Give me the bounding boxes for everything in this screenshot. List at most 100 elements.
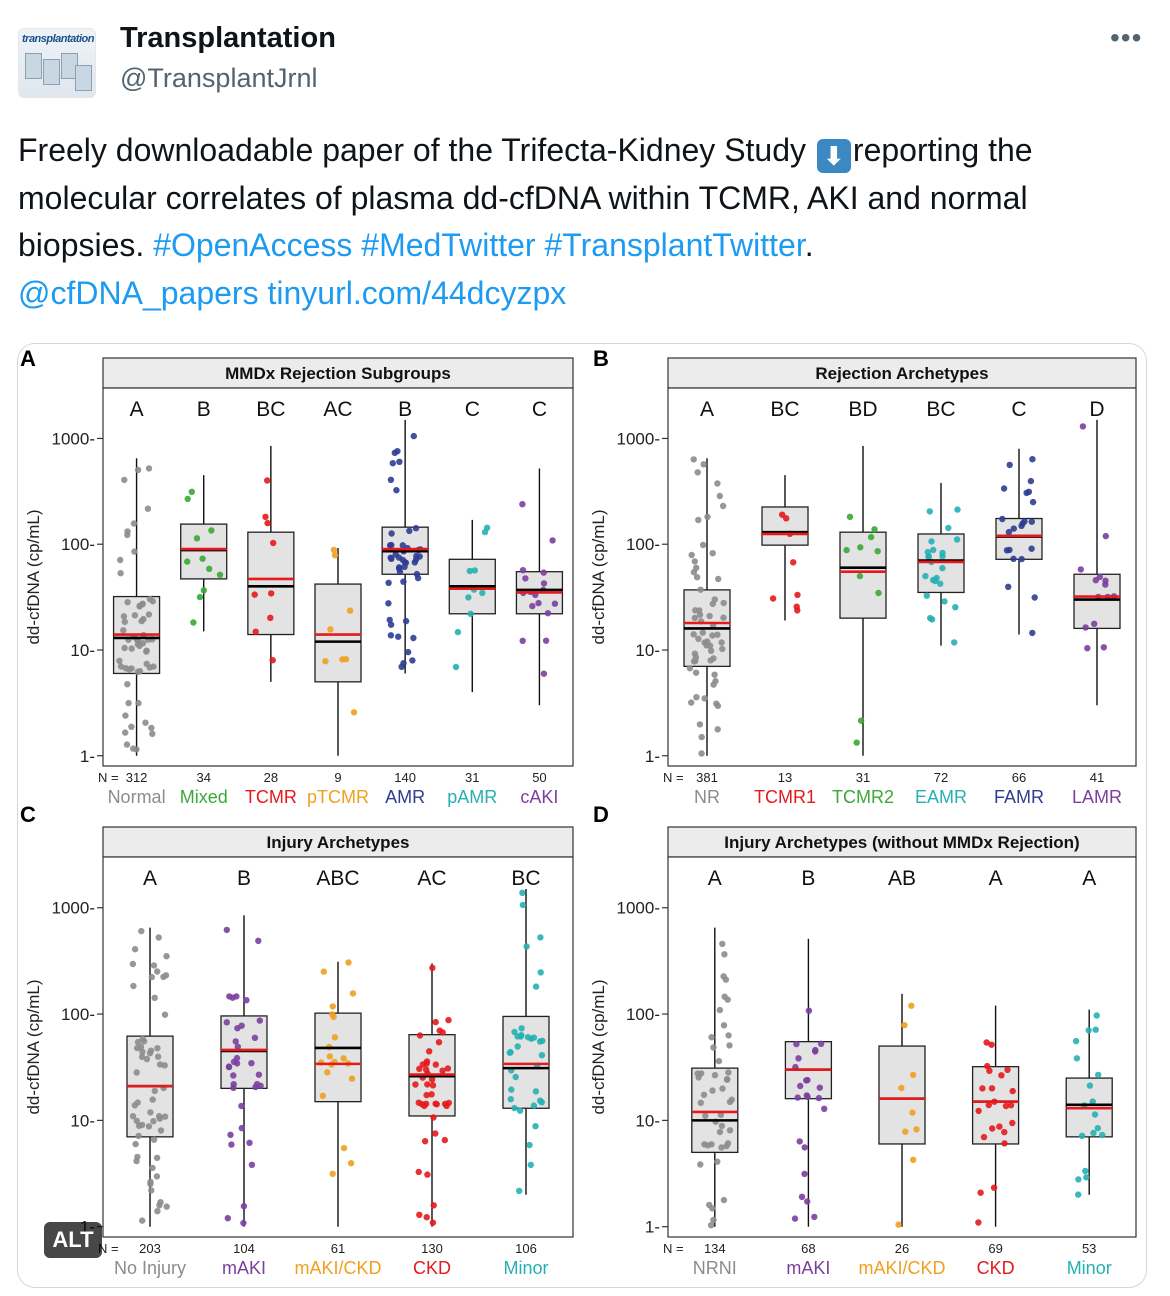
hashtag-link[interactable]: #TransplantTwitter (544, 227, 805, 263)
data-point (148, 724, 155, 732)
account-avatar[interactable]: transplantation (18, 28, 96, 98)
y-tick-label: 10- (70, 641, 95, 660)
account-handle[interactable]: @TransplantJrnl (120, 63, 318, 93)
data-point (401, 559, 409, 566)
alt-text-button[interactable]: ALT (44, 1222, 102, 1258)
data-point (423, 1091, 430, 1099)
data-point (255, 1071, 263, 1078)
tweet-media-image[interactable]: A MMDx Rejection Subgroups 1- 10- 100- 1000- d… (17, 343, 1147, 1288)
data-point (691, 614, 698, 622)
data-point (153, 1154, 161, 1161)
category-label: Minor (1067, 1258, 1112, 1278)
y-tick-label: 100- (61, 535, 95, 554)
figure-svg: A MMDx Rejection Subgroups 1- 10- 100- 1000- d… (20, 346, 1137, 1278)
data-point (721, 951, 728, 958)
box-iqr (314, 1012, 362, 1103)
data-point (385, 600, 392, 607)
data-point (801, 1170, 808, 1178)
data-point (411, 559, 418, 566)
category-label: AMR (385, 787, 425, 807)
data-point (1010, 555, 1017, 562)
data-point (345, 959, 352, 966)
data-point (347, 1160, 355, 1167)
data-point (409, 657, 416, 664)
data-point (412, 525, 420, 532)
data-point (240, 1203, 248, 1210)
data-point (193, 535, 201, 542)
data-point (416, 1211, 423, 1218)
y-axis-label: dd-cfDNA (cp/mL) (24, 509, 43, 644)
data-point (952, 604, 959, 611)
data-point (445, 1016, 452, 1024)
data-point (406, 527, 413, 535)
data-point (707, 647, 715, 654)
data-point (206, 565, 213, 572)
category-label: LAMR (1072, 787, 1122, 807)
group-n: 69 (988, 1241, 1002, 1256)
data-point (139, 600, 146, 607)
data-point (909, 1109, 916, 1116)
significance-letter: A (700, 398, 714, 421)
data-point (709, 550, 716, 557)
mention-link[interactable]: @cfDNA_papers (18, 274, 259, 311)
data-point (421, 1138, 429, 1145)
data-point (156, 1115, 164, 1122)
data-point (714, 631, 721, 638)
data-point (410, 432, 417, 440)
data-point (1029, 629, 1036, 637)
y-tick-label: 1000- (52, 429, 95, 448)
data-point (264, 477, 271, 484)
data-point (188, 488, 195, 495)
data-point (711, 671, 718, 678)
data-point (988, 1041, 995, 1048)
data-point (156, 1202, 163, 1209)
y-axis-label: dd-cfDNA (cp/mL) (589, 979, 608, 1114)
data-point (251, 591, 258, 598)
data-point (718, 1122, 726, 1130)
data-point (1010, 525, 1017, 532)
url-link[interactable]: tinyurl.com/44dcyzpx (267, 274, 567, 311)
y-axis-label: dd-cfDNA (cp/mL) (24, 979, 43, 1114)
data-point (243, 997, 250, 1004)
data-point (857, 717, 865, 724)
y-tick-label: 1- (80, 747, 95, 766)
data-point (694, 1070, 701, 1077)
data-point (232, 1038, 239, 1045)
data-point (1089, 1098, 1096, 1105)
data-point (116, 657, 123, 664)
data-point (867, 533, 875, 541)
data-point (404, 648, 412, 656)
hashtag-link[interactable]: #OpenAccess (153, 227, 353, 263)
data-point (465, 594, 472, 601)
data-point (134, 1153, 141, 1161)
data-point (129, 1113, 137, 1120)
data-point (139, 1048, 146, 1055)
data-point (322, 658, 329, 665)
data-point (410, 634, 417, 642)
data-point (728, 1096, 735, 1103)
data-point (719, 645, 726, 653)
data-point (714, 480, 721, 487)
hashtag-link[interactable]: #MedTwitter (361, 227, 536, 263)
data-point (1102, 581, 1109, 588)
more-options-icon[interactable]: ••• (1110, 22, 1143, 53)
data-point (821, 1105, 828, 1112)
data-point (941, 598, 948, 605)
account-name[interactable]: Transplantation (120, 22, 336, 54)
significance-letter: C (465, 398, 480, 421)
data-point (145, 1123, 153, 1130)
data-point (251, 1034, 259, 1041)
data-point (698, 733, 705, 741)
data-point (720, 599, 727, 607)
category-label: TCMR1 (754, 787, 816, 807)
data-point (432, 1130, 439, 1137)
group-n: 381 (696, 770, 718, 785)
data-point (1031, 594, 1038, 601)
data-point (154, 1208, 161, 1215)
data-point (1077, 566, 1085, 573)
data-point (1095, 1071, 1102, 1079)
data-point (143, 1055, 151, 1063)
significance-letter: BD (848, 398, 877, 421)
data-point (871, 526, 878, 533)
data-point (1029, 456, 1036, 463)
